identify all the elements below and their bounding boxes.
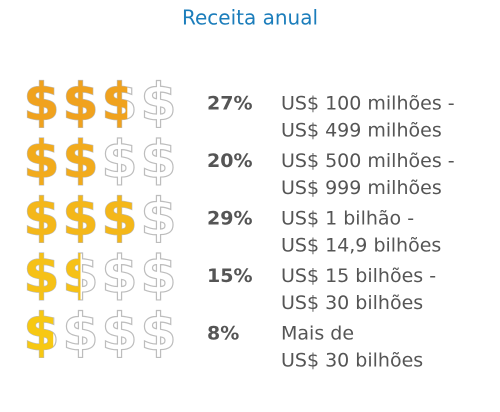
- filled-icon: $: [101, 188, 137, 248]
- category-label: US$ 14,9 bilhões: [281, 235, 441, 257]
- category-label: US$ 30 bilhões: [281, 292, 423, 314]
- filled-icons: $ $ $ $: [23, 303, 59, 363]
- value-label: 20%: [207, 150, 252, 172]
- empty-icon: $: [140, 303, 176, 363]
- filled-icon: $: [62, 73, 98, 133]
- filled-icon: $: [62, 188, 98, 248]
- value-label: 27%: [207, 93, 252, 115]
- empty-icon: $: [140, 188, 176, 248]
- filled-icon: $: [23, 303, 59, 363]
- empty-icon: $: [140, 73, 176, 133]
- filled-icons: $ $ $ $: [23, 246, 98, 306]
- filled-icons: $ $ $ $: [23, 188, 137, 248]
- empty-icon: $: [101, 131, 137, 191]
- value-label: 29%: [207, 208, 252, 230]
- filled-icons: $ $ $ $: [23, 73, 137, 133]
- category-label: US$ 15 bilhões -: [281, 265, 436, 287]
- empty-icon: $: [62, 303, 98, 363]
- value-label: 15%: [207, 265, 252, 287]
- empty-icon: $: [23, 131, 59, 191]
- chart-title: Receita anual: [182, 6, 318, 30]
- filled-icons: $ $ $ $: [23, 131, 98, 191]
- empty-icon: $: [101, 73, 137, 133]
- empty-icon: $: [62, 188, 98, 248]
- filled-icon: $: [23, 246, 59, 306]
- category-label: US$ 499 milhões: [281, 120, 442, 142]
- empty-icon: $: [101, 303, 137, 363]
- empty-icon: $: [140, 246, 176, 306]
- empty-icon: $: [62, 246, 98, 306]
- empty-icon: $: [101, 188, 137, 248]
- filled-icon: $: [62, 246, 98, 306]
- filled-icon: $: [23, 188, 59, 248]
- empty-icon: $: [23, 73, 59, 133]
- filled-icon: $: [23, 73, 59, 133]
- empty-icon: $: [62, 73, 98, 133]
- empty-icon: $: [23, 303, 59, 363]
- category-label: US$ 999 milhões: [281, 177, 442, 199]
- filled-icon: $: [62, 131, 98, 191]
- value-label: 8%: [207, 323, 239, 345]
- empty-icon: $: [23, 188, 59, 248]
- filled-icon: $: [23, 131, 59, 191]
- category-label: US$ 500 milhões -: [281, 150, 455, 172]
- empty-icon: $: [140, 131, 176, 191]
- category-label: Mais de: [281, 323, 354, 345]
- empty-icon: $: [62, 131, 98, 191]
- empty-icon: $: [23, 246, 59, 306]
- category-label: US$ 100 milhões -: [281, 93, 455, 115]
- empty-icon: $: [101, 246, 137, 306]
- category-label: US$ 30 bilhões: [281, 350, 423, 372]
- category-label: US$ 1 bilhão -: [281, 208, 414, 230]
- filled-icon: $: [101, 73, 137, 133]
